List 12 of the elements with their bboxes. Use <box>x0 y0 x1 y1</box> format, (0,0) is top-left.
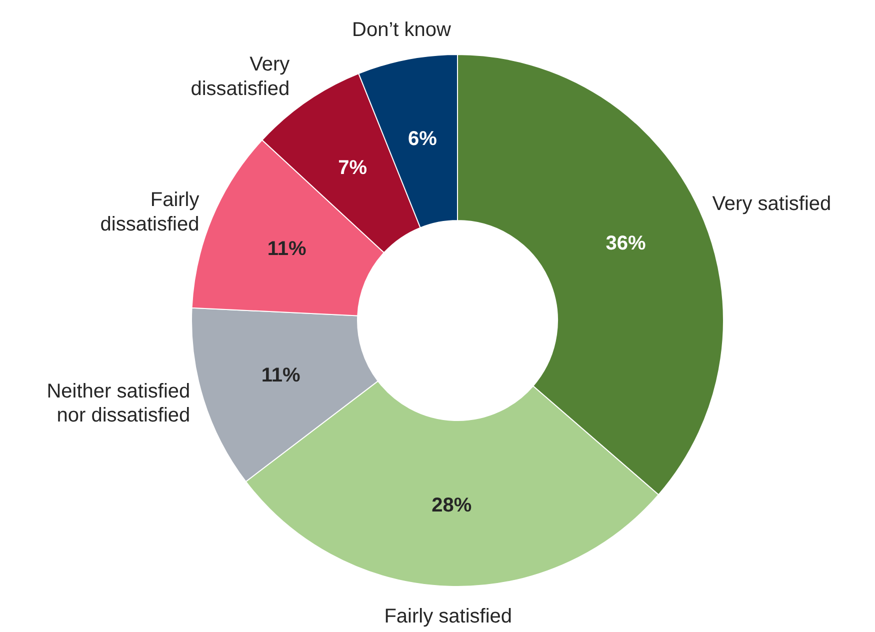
slice-label: Neither satisfied nor dissatisfied <box>46 380 190 427</box>
slice-label: Fairly satisfied <box>384 605 512 628</box>
data-label: 6% <box>408 128 438 150</box>
data-label: 11% <box>267 238 307 260</box>
data-label: 7% <box>338 157 368 180</box>
data-label: 28% <box>432 494 472 516</box>
data-label: 11% <box>261 364 301 386</box>
slice-label: Don’t know <box>352 18 452 41</box>
slice-label: Very satisfied <box>712 193 832 216</box>
slice-label: Fairly dissatisfied <box>100 189 200 236</box>
data-label: 36% <box>606 232 646 255</box>
slice-label: Very dissatisfied <box>190 54 290 100</box>
